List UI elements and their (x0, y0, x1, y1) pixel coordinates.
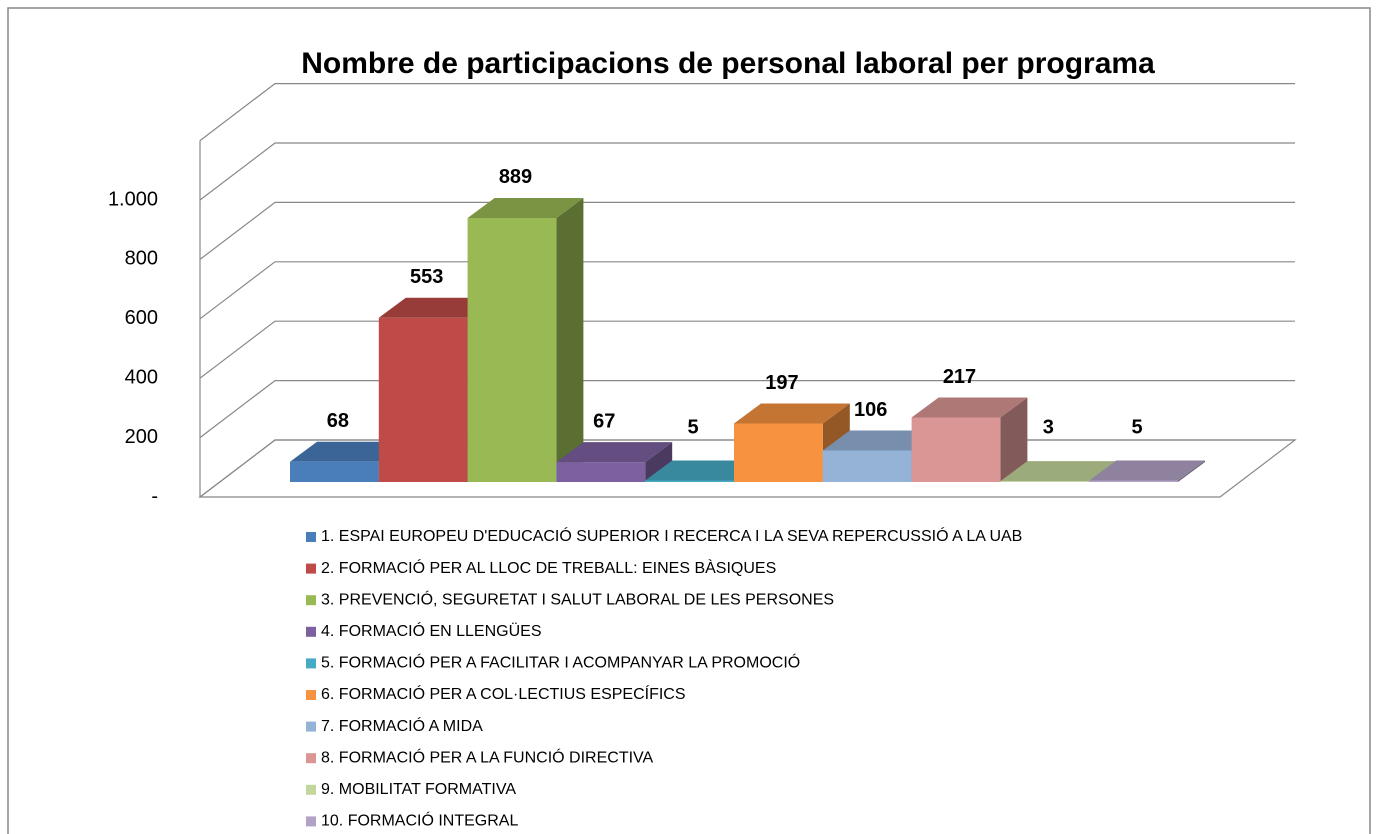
legend-label: 2. FORMACIÓ PER AL LLOC DE TREBALL: EINE… (321, 558, 776, 577)
legend-label: 9. MOBILITAT FORMATIVA (321, 781, 516, 798)
y-tick-label: 200 (125, 426, 158, 448)
y-tick-label: 1.000 (108, 188, 158, 210)
legend-label: 8. FORMACIÓ PER A LA FUNCIÓ DIRECTIVA (321, 747, 654, 766)
legend-marker (306, 563, 316, 574)
legend-marker (306, 753, 316, 764)
y-tick-label: 800 (125, 248, 158, 270)
legend-marker (306, 784, 316, 795)
y-tick-label: 600 (125, 307, 158, 329)
bar-side (1178, 460, 1205, 482)
bar-side (1000, 397, 1028, 482)
bar-front (645, 480, 734, 482)
data-label: 197 (765, 372, 798, 394)
bar-top (290, 441, 406, 462)
legend-marker (306, 532, 316, 542)
bar-top (911, 397, 1028, 418)
data-label: 5 (1132, 416, 1143, 438)
bar (911, 397, 1028, 482)
legend-marker (306, 690, 316, 700)
legend-marker (306, 721, 316, 732)
data-label: 889 (499, 166, 532, 188)
back-wall (199, 82, 1295, 142)
bar-top (645, 460, 761, 481)
bar-top (467, 197, 584, 218)
bar-top (556, 442, 673, 463)
bar-top (1089, 460, 1205, 481)
bar (1089, 460, 1205, 482)
data-label: 5 (688, 416, 699, 438)
grid-line (199, 380, 1295, 439)
data-label: 68 (327, 410, 349, 432)
bar-front (1000, 481, 1090, 482)
bar (467, 197, 584, 483)
data-label: 106 (854, 399, 887, 421)
grid-line (199, 261, 1295, 320)
bar-front (378, 317, 468, 482)
bar-front (911, 417, 1001, 482)
legend-marker (306, 626, 316, 637)
bar-front (1089, 480, 1178, 482)
legend-label: 1. ESPAI EUROPEU D'EDUCACIÓ SUPERIOR I R… (321, 526, 1022, 545)
bar-top (378, 297, 495, 318)
bar-top (1000, 461, 1117, 482)
bar-front (822, 450, 912, 482)
legend-marker (306, 658, 316, 669)
bar (556, 442, 673, 482)
grid-line (199, 201, 1295, 260)
legend-marker (306, 595, 316, 606)
y-tick-label: 400 (125, 366, 158, 388)
data-label: 553 (410, 266, 443, 288)
chart-border (7, 7, 1371, 834)
legend-label: 4. FORMACIÓ EN LLENGÜES (321, 621, 542, 640)
bar-front (734, 423, 823, 482)
bar-front (290, 461, 379, 482)
bar-side (556, 197, 584, 483)
grid-line (199, 142, 1295, 201)
bar-side (645, 442, 673, 482)
bar-top (734, 403, 850, 424)
legend-marker (306, 816, 316, 827)
legend-label: 7. FORMACIÓ A MIDA (321, 716, 483, 735)
legend-label: 6. FORMACIÓ PER A COL·LECTIUS ESPECÍFICS (321, 684, 686, 703)
bar-front (556, 462, 646, 482)
bar-front (467, 217, 557, 483)
legend-label: 5. FORMACIÓ PER A FACILITAR I ACOMPANYAR… (321, 653, 800, 672)
chart-title: Nombre de participacions de personal lab… (301, 47, 1155, 80)
bar-top (822, 430, 939, 451)
grid-line (199, 320, 1295, 379)
data-label: 217 (943, 366, 976, 388)
data-label: 67 (593, 410, 615, 432)
legend-label: 3. PREVENCIÓ, SEGURETAT I SALUT LABORAL … (321, 589, 834, 608)
y-tick-label: - (151, 485, 158, 507)
legend-label: 10. FORMACIÓ INTEGRAL (321, 811, 518, 830)
data-label: 3 (1043, 416, 1054, 438)
